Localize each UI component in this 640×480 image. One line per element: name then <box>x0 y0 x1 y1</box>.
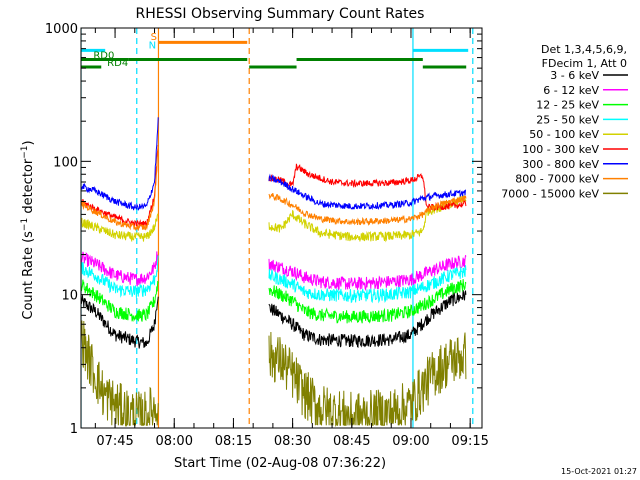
y-axis-label-sup1: −1 <box>20 218 30 231</box>
legend-label: 12 - 25 keV <box>536 99 599 112</box>
legend-label: 50 - 100 keV <box>529 128 599 141</box>
annotation-rd4: RD4 <box>107 58 128 69</box>
x-tick-label: 08:00 <box>156 434 193 449</box>
x-axis-label: Start Time (02-Aug-08 07:36:22) <box>174 456 386 471</box>
x-tick-label: 08:45 <box>333 434 370 449</box>
annotation-n: N <box>149 41 156 52</box>
legend-header-line: FDecim 1, Att 0 <box>542 57 627 70</box>
y-tick-label: 1 <box>70 422 78 437</box>
legend-label: 300 - 800 keV <box>522 158 599 171</box>
x-axis: 07:45 08:00 08:15 08:30 08:45 09:00 09:15 <box>94 28 489 449</box>
annotation-s: S <box>151 32 157 43</box>
y-axis-label-sup2: −1 <box>20 145 30 158</box>
legend-label: 100 - 300 keV <box>522 143 599 156</box>
footer-date: 15-Oct-2021 01:27 <box>561 467 637 476</box>
legend-header-line: Det 1,3,4,5,6,9, <box>541 43 627 56</box>
chart-title: RHESSI Observing Summary Count Rates <box>136 6 425 22</box>
x-tick-label: 08:15 <box>215 434 252 449</box>
annotation-rd0: RD0 <box>93 51 114 62</box>
series-line-3 <box>81 255 467 304</box>
legend-label: 3 - 6 keV <box>550 69 599 82</box>
series-line-4 <box>81 194 467 243</box>
series-line-7 <box>81 144 467 232</box>
x-tick-label: 09:00 <box>392 434 429 449</box>
series-line-6 <box>81 117 466 211</box>
y-axis-label-mid: detector <box>21 158 36 218</box>
series-line-0 <box>81 290 467 349</box>
y-axis-label: Count Rate (s−1 detector−1) <box>20 140 36 319</box>
plot-frame <box>80 27 483 429</box>
legend-label: 6 - 12 keV <box>543 84 599 97</box>
legend-label: 7000 - 15000 keV <box>501 187 599 200</box>
series-line-8 <box>81 320 467 428</box>
series-line-1 <box>81 251 467 292</box>
x-tick-label: 08:30 <box>274 434 311 449</box>
series-line-2 <box>81 279 467 324</box>
y-axis-label-main: Count Rate (s <box>21 231 36 320</box>
y-axis-label-end: ) <box>21 140 36 145</box>
x-tick-label: 09:15 <box>451 434 488 449</box>
y-axis: 1 10 100 1000 <box>45 22 482 437</box>
y-tick-label: 1000 <box>45 22 78 37</box>
x-tick-label: 07:45 <box>96 434 133 449</box>
legend-label: 25 - 50 keV <box>536 113 599 126</box>
y-tick-label: 10 <box>61 289 78 304</box>
legend-header: Det 1,3,4,5,6,9,FDecim 1, Att 0 <box>541 43 627 70</box>
y-tick-label: 100 <box>53 155 78 170</box>
legend-label: 800 - 7000 keV <box>515 173 599 186</box>
